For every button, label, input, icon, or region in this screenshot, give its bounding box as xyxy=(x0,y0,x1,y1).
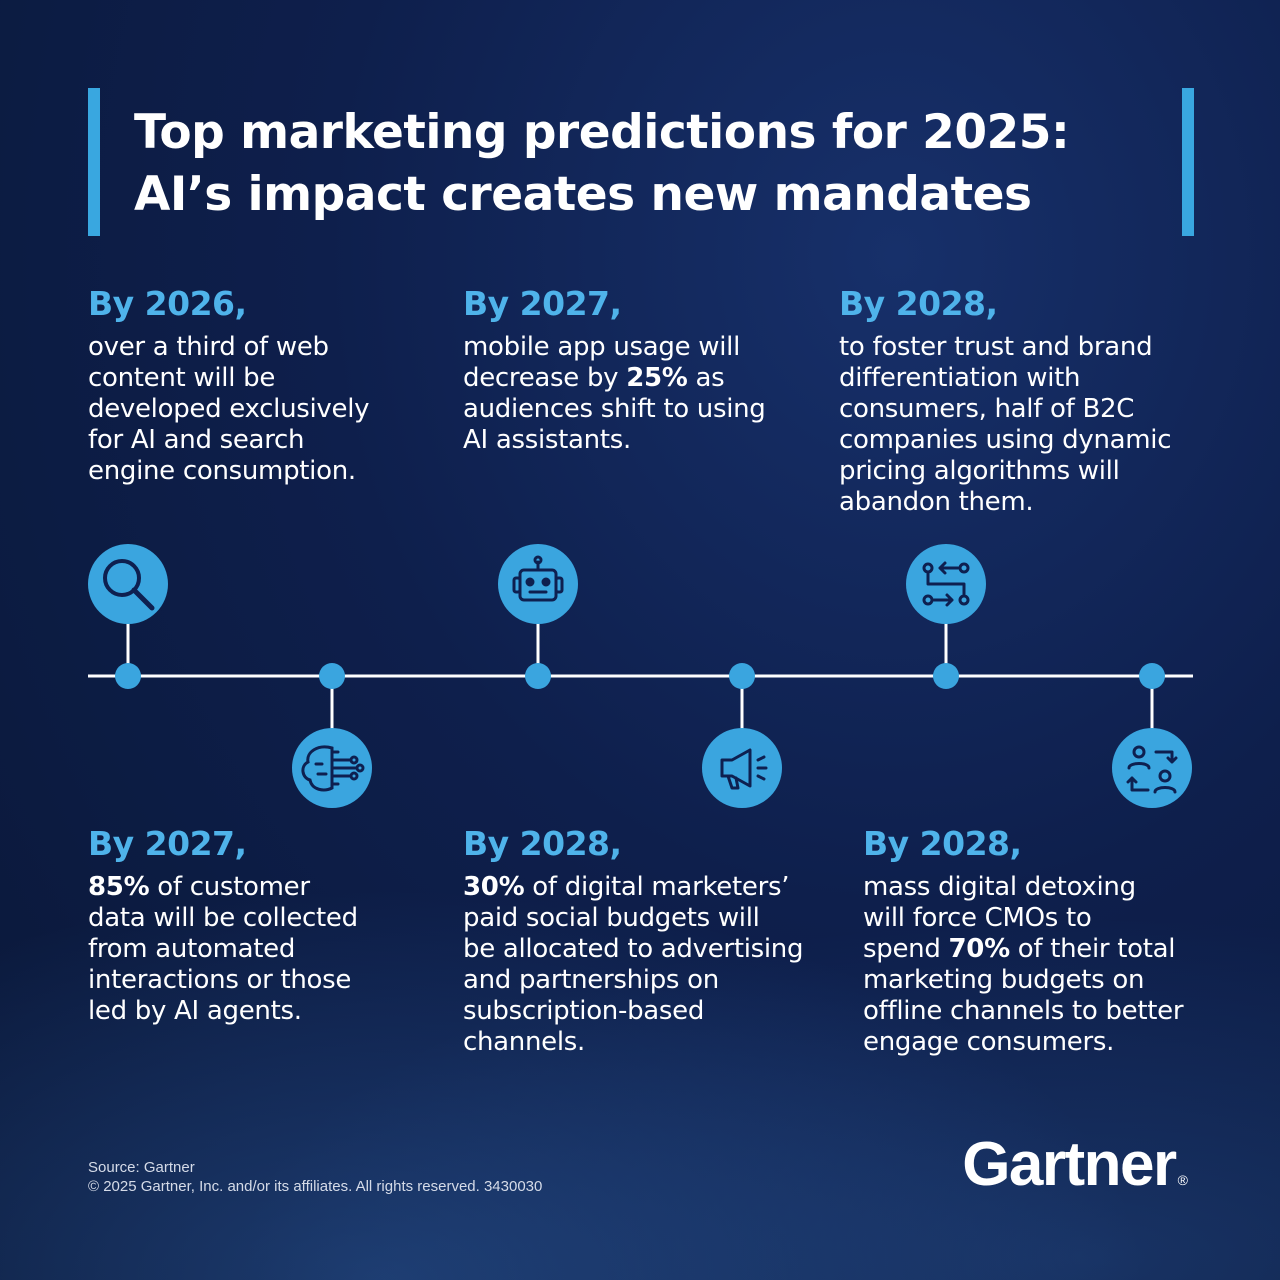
prediction-line: led by AI agents. xyxy=(88,996,302,1026)
prediction-6: By 2028, mass digital detoxing will forc… xyxy=(863,824,1184,1058)
prediction-line: abandon them. xyxy=(839,487,1034,517)
text-run: spend xyxy=(863,934,949,964)
highlight-stat: 30% xyxy=(463,872,525,902)
prediction-text: mass digital detoxing will force CMOs to… xyxy=(863,872,1184,1058)
prediction-text: 30% of digital marketers’ paid social bu… xyxy=(463,872,803,1058)
prediction-line: for AI and search xyxy=(88,425,305,455)
text-run: decrease by xyxy=(463,363,627,393)
text-run: of their total xyxy=(1009,934,1176,964)
prediction-3: By 2027, mobile app usage will decrease … xyxy=(463,284,766,456)
prediction-line: decrease by 25% as xyxy=(463,363,766,394)
prediction-line: marketing budgets on xyxy=(863,965,1145,995)
text-run: of customer xyxy=(149,872,310,902)
title-line-1: Top marketing predictions for 2025: xyxy=(134,105,1070,160)
timeline-node-5 xyxy=(933,663,959,689)
prediction-line: consumers, half of B2C xyxy=(839,394,1135,424)
prediction-line: from automated xyxy=(88,934,296,964)
robot-icon xyxy=(498,544,578,624)
prediction-text: 85% of customer data will be collected f… xyxy=(88,872,358,1027)
text-run: of digital marketers’ xyxy=(524,872,790,902)
prediction-year: By 2028, xyxy=(463,824,622,863)
timeline-node-4 xyxy=(729,663,755,689)
prediction-text: over a third of web content will be deve… xyxy=(88,332,370,487)
prediction-line: subscription-based xyxy=(463,996,705,1026)
timeline-node-3 xyxy=(525,663,551,689)
brain-circuit-icon xyxy=(292,728,372,808)
prediction-line: developed exclusively xyxy=(88,394,370,424)
prediction-line: engage consumers. xyxy=(863,1027,1115,1057)
source-line: Source: Gartner xyxy=(88,1159,195,1176)
prediction-line: data will be collected xyxy=(88,903,358,933)
prediction-line: offline channels to better xyxy=(863,996,1184,1026)
page-title: Top marketing predictions for 2025: AI’s… xyxy=(134,102,1214,226)
prediction-line: engine consumption. xyxy=(88,456,356,486)
text-run: as xyxy=(687,363,725,393)
prediction-line: companies using dynamic xyxy=(839,425,1172,455)
prediction-line: to foster trust and brand xyxy=(839,332,1153,362)
prediction-line: spend 70% of their total xyxy=(863,934,1183,965)
prediction-line: mobile app usage will xyxy=(463,332,741,362)
prediction-line: interactions or those xyxy=(88,965,352,995)
prediction-line: content will be xyxy=(88,363,276,393)
timeline-node-6 xyxy=(1139,663,1165,689)
prediction-line: paid social budgets will xyxy=(463,903,760,933)
prediction-year: By 2027, xyxy=(463,284,622,323)
gartner-logo: Gartner ® xyxy=(962,1130,1188,1215)
prediction-2: By 2027, 85% of customer data will be co… xyxy=(88,824,358,1027)
prediction-5: By 2028, to foster trust and brand diffe… xyxy=(839,284,1172,518)
timeline-node-1 xyxy=(115,663,141,689)
prediction-year: By 2028, xyxy=(839,284,998,323)
prediction-text: to foster trust and brand differentiatio… xyxy=(839,332,1172,518)
source-note: Source: Gartner © 2025 Gartner, Inc. and… xyxy=(88,1158,542,1196)
copyright-line: © 2025 Gartner, Inc. and/or its affiliat… xyxy=(88,1178,543,1195)
prediction-line: audiences shift to using xyxy=(463,394,766,424)
prediction-line: be allocated to advertising xyxy=(463,934,804,964)
prediction-year: By 2026, xyxy=(88,284,247,323)
background-glow xyxy=(0,820,1280,1280)
timeline-node-2 xyxy=(319,663,345,689)
title-frame: Top marketing predictions for 2025: AI’s… xyxy=(88,88,1194,236)
search-icon xyxy=(88,544,168,624)
prediction-line: and partnerships on xyxy=(463,965,719,995)
prediction-line: pricing algorithms will xyxy=(839,456,1120,486)
highlight-stat: 70% xyxy=(948,934,1011,964)
prediction-4: By 2028, 30% of digital marketers’ paid … xyxy=(463,824,803,1058)
highlight-stat: 85% xyxy=(88,872,150,902)
prediction-line: AI assistants. xyxy=(463,425,631,455)
highlight-stat: 25% xyxy=(626,363,688,393)
megaphone-icon xyxy=(702,728,782,808)
workflow-arrows-icon xyxy=(906,544,986,624)
logo-text: Gartner xyxy=(962,1130,1177,1199)
prediction-year: By 2028, xyxy=(863,824,1022,863)
prediction-1: By 2026, over a third of web content wil… xyxy=(88,284,370,487)
title-line-2: AI’s impact creates new mandates xyxy=(134,167,1032,222)
prediction-line: mass digital detoxing xyxy=(863,872,1136,902)
prediction-line: channels. xyxy=(463,1027,585,1057)
prediction-line: 85% of customer xyxy=(88,872,358,903)
registered-mark: ® xyxy=(1177,1172,1188,1188)
prediction-year: By 2027, xyxy=(88,824,247,863)
prediction-line: 30% of digital marketers’ xyxy=(463,872,803,903)
people-exchange-icon xyxy=(1112,728,1192,808)
prediction-line: will force CMOs to xyxy=(863,903,1092,933)
prediction-line: differentiation with xyxy=(839,363,1081,393)
prediction-line: over a third of web xyxy=(88,332,329,362)
prediction-text: mobile app usage will decrease by 25% as… xyxy=(463,332,766,456)
